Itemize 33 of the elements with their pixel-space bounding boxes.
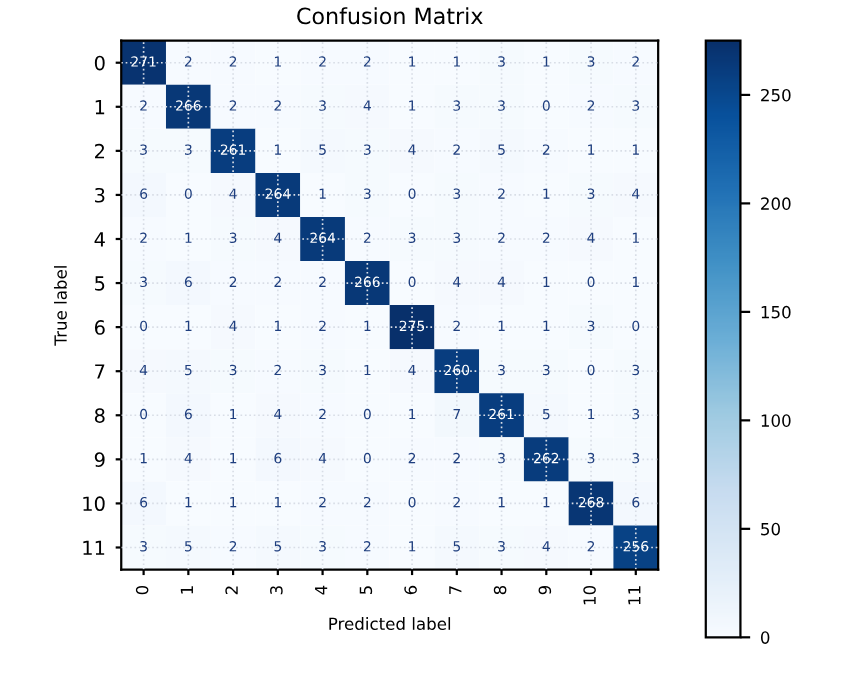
x-tick-label: 1 — [180, 586, 193, 594]
y-tick-label: 2 — [95, 143, 105, 159]
x-tick-label: 5 — [359, 586, 373, 595]
color-bar-label: 50 — [761, 522, 780, 536]
x-axis-title: Predicted label — [329, 617, 451, 631]
x-tick-label: 7 — [449, 586, 462, 595]
y-tick-label: 4 — [94, 232, 105, 247]
y-tick-label: 11 — [83, 540, 105, 555]
x-tick-label: 0 — [135, 585, 149, 595]
x-tick-label: 11 — [628, 586, 641, 605]
x-tick-label: 4 — [315, 585, 328, 595]
y-tick-label: 6 — [94, 320, 105, 335]
chart-title: Confusion Matrix — [297, 7, 483, 25]
color-bar-label: 250 — [761, 88, 791, 102]
y-tick-label: 5 — [95, 276, 105, 291]
color-bar-label: 100 — [761, 414, 791, 427]
x-tick-label: 8 — [493, 585, 507, 595]
color-bar-label: 0 — [760, 631, 770, 644]
x-tick-label: 2 — [225, 586, 238, 595]
y-tick-label: 0 — [94, 55, 105, 71]
y-tick-label: 3 — [95, 187, 105, 203]
x-tick-label: 10 — [583, 585, 596, 605]
y-tick-label: 9 — [94, 452, 105, 468]
y-tick-label: 7 — [95, 364, 105, 379]
color-bar-label: 200 — [761, 197, 791, 210]
y-axis-title: True label — [53, 266, 67, 346]
x-tick-label: 9 — [538, 585, 552, 595]
x-tick-label: 3 — [270, 586, 283, 595]
y-tick-label: 10 — [83, 496, 105, 512]
x-tick-label: 6 — [404, 585, 417, 595]
y-tick-label: 1 — [95, 100, 105, 115]
y-tick-label: 8 — [94, 408, 105, 423]
color-bar-label: 150 — [761, 305, 791, 319]
